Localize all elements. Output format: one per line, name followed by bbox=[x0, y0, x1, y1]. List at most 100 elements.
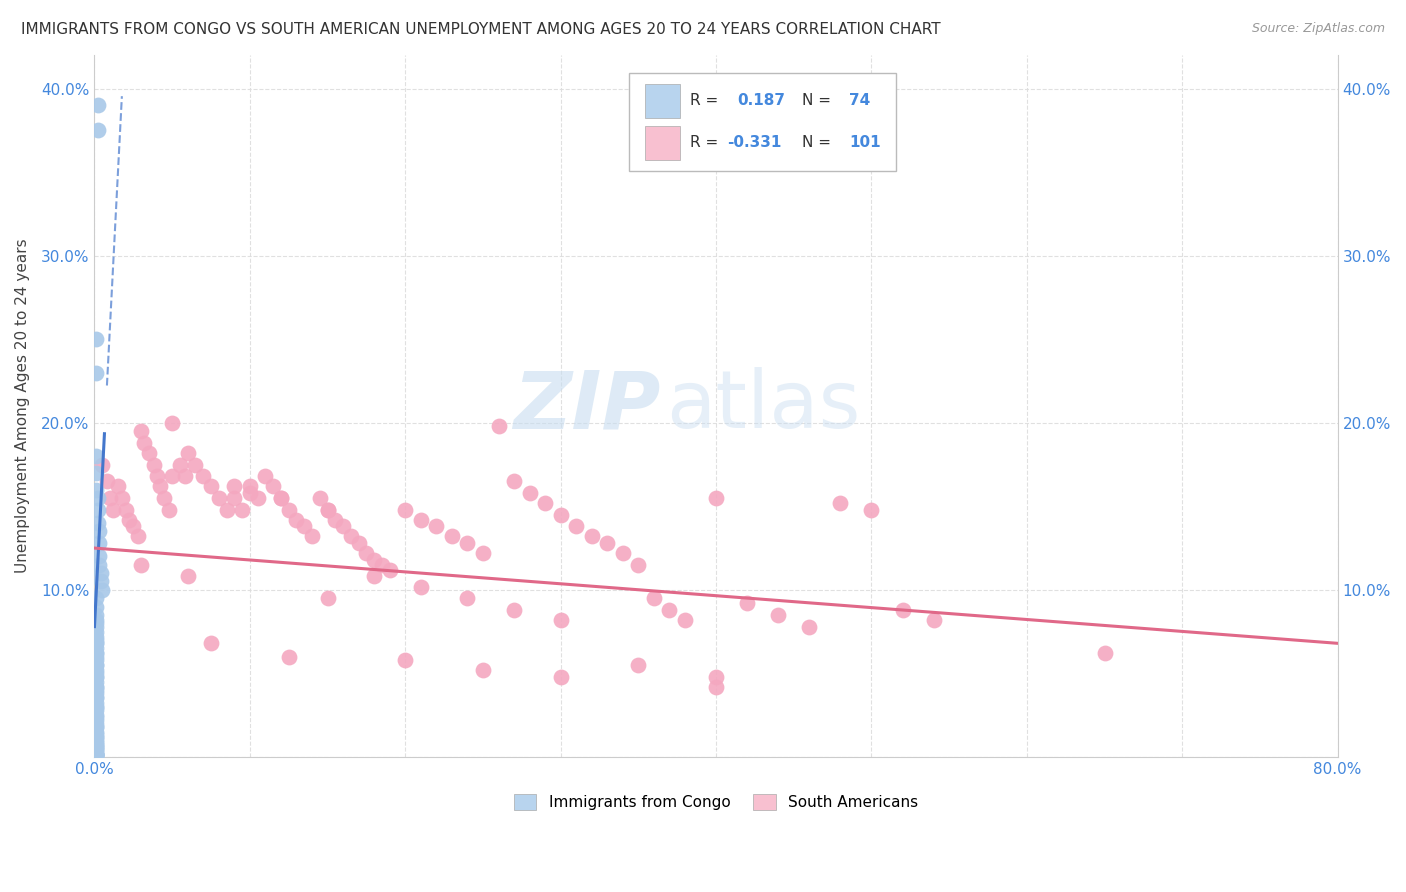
Point bbox=[169, 458, 191, 472]
Point bbox=[84, 649, 107, 664]
Point bbox=[565, 519, 588, 533]
Point bbox=[101, 502, 124, 516]
Text: 74: 74 bbox=[849, 94, 870, 108]
Point bbox=[84, 748, 107, 763]
Point bbox=[84, 745, 107, 759]
Point bbox=[332, 519, 354, 533]
Point bbox=[129, 424, 152, 438]
Point bbox=[84, 591, 107, 606]
Point bbox=[550, 508, 572, 522]
Point bbox=[84, 710, 107, 724]
Point bbox=[922, 613, 945, 627]
Point bbox=[84, 680, 107, 694]
Point bbox=[84, 658, 107, 673]
Point bbox=[84, 616, 107, 631]
Point bbox=[84, 630, 107, 644]
Point bbox=[363, 553, 385, 567]
Point bbox=[84, 674, 107, 689]
Text: 0.187: 0.187 bbox=[737, 94, 785, 108]
Point bbox=[84, 641, 107, 656]
Point bbox=[200, 479, 222, 493]
Text: N =: N = bbox=[801, 136, 835, 150]
Point bbox=[285, 513, 308, 527]
Point bbox=[347, 536, 370, 550]
Point bbox=[129, 558, 152, 572]
Point bbox=[84, 683, 107, 698]
Point bbox=[111, 491, 134, 505]
Point bbox=[277, 502, 299, 516]
Point bbox=[142, 458, 165, 472]
Point bbox=[84, 646, 107, 660]
Point bbox=[89, 536, 111, 550]
Point bbox=[519, 486, 541, 500]
Point bbox=[98, 491, 121, 505]
Point bbox=[363, 569, 385, 583]
Point bbox=[145, 469, 167, 483]
Point bbox=[409, 580, 432, 594]
Point bbox=[84, 747, 107, 761]
Point bbox=[86, 516, 108, 530]
Point bbox=[239, 486, 262, 500]
Point bbox=[860, 502, 883, 516]
Point bbox=[86, 123, 108, 137]
Point bbox=[440, 529, 463, 543]
Point bbox=[316, 502, 339, 516]
Point bbox=[122, 519, 145, 533]
Point bbox=[84, 691, 107, 706]
Point bbox=[84, 730, 107, 744]
Point bbox=[193, 469, 215, 483]
Point bbox=[177, 569, 200, 583]
Point bbox=[89, 558, 111, 572]
Point bbox=[208, 491, 231, 505]
Point bbox=[173, 469, 195, 483]
Point bbox=[84, 739, 107, 754]
Point bbox=[84, 748, 107, 763]
Point bbox=[84, 466, 107, 480]
Point bbox=[84, 686, 107, 700]
Point bbox=[160, 416, 183, 430]
Point bbox=[224, 479, 246, 493]
Point bbox=[84, 663, 107, 677]
Point bbox=[84, 653, 107, 667]
Point bbox=[472, 546, 495, 560]
Point bbox=[127, 529, 149, 543]
Point bbox=[84, 636, 107, 650]
Point bbox=[325, 513, 347, 527]
Point bbox=[308, 491, 330, 505]
Point bbox=[153, 491, 176, 505]
Point bbox=[340, 529, 363, 543]
Point bbox=[96, 475, 118, 489]
Point bbox=[89, 549, 111, 564]
Point bbox=[830, 496, 852, 510]
Point bbox=[84, 697, 107, 711]
Legend: Immigrants from Congo, South Americans: Immigrants from Congo, South Americans bbox=[508, 788, 925, 816]
Point bbox=[394, 653, 416, 667]
Point bbox=[84, 690, 107, 704]
Point bbox=[157, 502, 180, 516]
Text: -0.331: -0.331 bbox=[727, 136, 782, 150]
Point bbox=[84, 670, 107, 684]
Point bbox=[91, 458, 114, 472]
Point bbox=[301, 529, 323, 543]
Text: IMMIGRANTS FROM CONGO VS SOUTH AMERICAN UNEMPLOYMENT AMONG AGES 20 TO 24 YEARS C: IMMIGRANTS FROM CONGO VS SOUTH AMERICAN … bbox=[21, 22, 941, 37]
Point bbox=[643, 591, 665, 606]
Point bbox=[84, 737, 107, 751]
Point bbox=[262, 479, 284, 493]
Point bbox=[84, 599, 107, 614]
Point bbox=[200, 636, 222, 650]
Text: N =: N = bbox=[801, 94, 835, 108]
Point bbox=[84, 699, 107, 714]
Y-axis label: Unemployment Among Ages 20 to 24 years: Unemployment Among Ages 20 to 24 years bbox=[15, 239, 30, 574]
Point bbox=[84, 741, 107, 756]
Point bbox=[84, 619, 107, 633]
Point bbox=[114, 502, 136, 516]
Point bbox=[84, 747, 107, 761]
Point bbox=[270, 491, 292, 505]
Point bbox=[84, 646, 107, 660]
Point bbox=[550, 670, 572, 684]
FancyBboxPatch shape bbox=[645, 84, 681, 118]
Point bbox=[84, 366, 107, 380]
Point bbox=[84, 716, 107, 731]
Point bbox=[84, 636, 107, 650]
Point bbox=[84, 738, 107, 752]
